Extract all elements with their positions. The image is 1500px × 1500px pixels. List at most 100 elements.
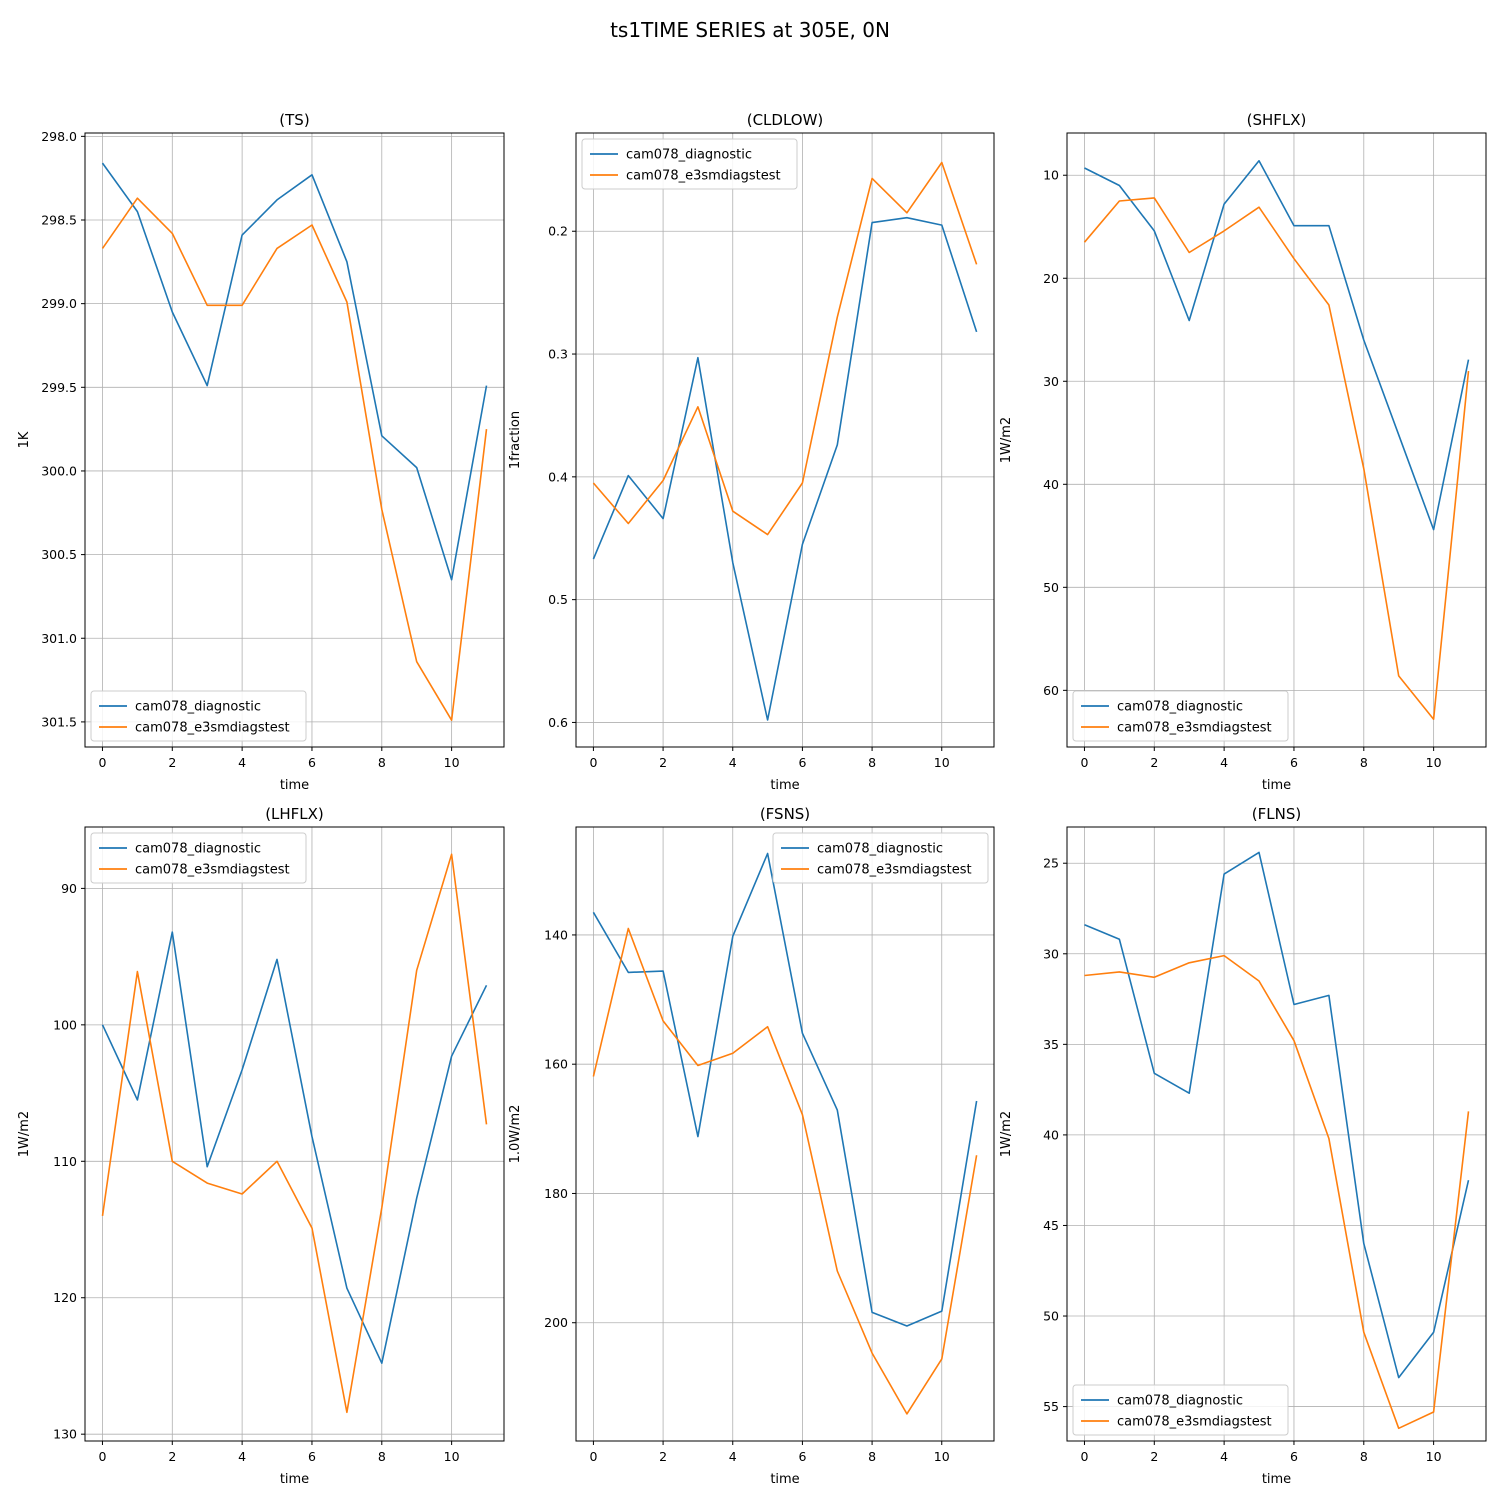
y-tick-label: 100 (53, 1017, 77, 1032)
subplot-2: 0 2 4 6 8 10 0.2 0.3 0.4 0.5 0.6 (CLDLOW) time 1fract… (508, 111, 995, 793)
y-tick-label: 301.5 (41, 714, 77, 729)
x-tick-label: 0 (1080, 755, 1088, 770)
x-tick-label: 0 (98, 1449, 106, 1464)
series-line-e3smdiagstest (592, 161, 978, 536)
series-line-e3smdiagstest (592, 927, 978, 1415)
y-tick-label: 30 (1043, 946, 1059, 961)
x-tick-label: 4 (729, 755, 737, 770)
x-tick-label: 8 (378, 755, 386, 770)
legend-box (1072, 1384, 1289, 1436)
subplot-title: (TS) (279, 111, 309, 129)
series-line-diagnostic (1084, 851, 1470, 1379)
axes-frame (1066, 132, 1487, 748)
subplot-3: 0 2 4 6 8 10 10 20 30 40 50 60 (SHFLX) time 1W/m2 cam07… (999, 111, 1487, 793)
subplot-4: 0 2 4 6 8 10 90 100 110 120 130 (LHFLX) time 1W/m2 cam… (17, 805, 505, 1487)
y-tick-label: 298.5 (41, 212, 77, 227)
legend-entry: cam078_e3smdiagstest (626, 169, 781, 184)
x-tick-label: 2 (1150, 755, 1158, 770)
axes-frame (1066, 826, 1487, 1442)
subplot-1: 0 2 4 6 8 10 298.0 298.5 299.0 299.5 300.0 300.5 301… (17, 111, 505, 793)
x-axis-label: time (1262, 1472, 1291, 1487)
y-tick-label: 35 (1043, 1037, 1059, 1052)
x-tick-label: 8 (868, 755, 876, 770)
legend: cam078_diagnostic cam078_e3smdiagstest (1072, 690, 1289, 742)
legend-entry: cam078_e3smdiagstest (135, 863, 290, 878)
series-line-diagnostic (101, 931, 488, 1364)
x-tick-label: 10 (1426, 755, 1442, 770)
y-tick-label: 30 (1043, 374, 1059, 389)
axes-frame (84, 826, 505, 1442)
y-tick-label: 130 (53, 1427, 77, 1442)
y-tick-label: 0.2 (548, 224, 568, 239)
x-tick-label: 6 (798, 1449, 806, 1464)
x-axis-label: time (1262, 778, 1291, 793)
x-tick-label: 2 (168, 1449, 176, 1464)
x-axis-label: time (280, 778, 309, 793)
y-tick-label: 55 (1043, 1399, 1059, 1414)
legend-entry: cam078_diagnostic (1117, 1394, 1243, 1409)
x-tick-label: 0 (1080, 1449, 1088, 1464)
y-tick-label: 299.5 (41, 380, 77, 395)
legend: cam078_diagnostic cam078_e3smdiagstest (90, 690, 307, 742)
series-line-e3smdiagstest (101, 853, 488, 1414)
axes-frame (84, 132, 505, 748)
series-line-diagnostic (592, 852, 978, 1327)
y-axis-label: 1W/m2 (999, 417, 1014, 463)
x-tick-label: 10 (1426, 1449, 1442, 1464)
x-tick-label: 4 (1220, 1449, 1228, 1464)
series-line-diagnostic (592, 216, 978, 721)
subplot-title: (SHFLX) (1247, 111, 1307, 129)
legend-box (90, 690, 307, 742)
y-tick-label: 40 (1043, 477, 1059, 492)
x-tick-label: 6 (308, 1449, 316, 1464)
y-tick-label: 90 (61, 881, 77, 896)
y-axis-label: 1K (17, 431, 32, 448)
y-tick-label: 300.0 (41, 463, 77, 478)
y-tick-label: 180 (544, 1186, 568, 1201)
legend-box (90, 832, 307, 884)
x-tick-label: 2 (659, 755, 667, 770)
y-tick-label: 299.0 (41, 296, 77, 311)
subplot-grid: 0 2 4 6 8 10298.0298.5299.0299.5300.0300.5301… (17, 111, 1487, 1487)
figure-title: ts1TIME SERIES at 305E, 0N (610, 18, 890, 42)
y-axis-label: 1W/m2 (999, 1111, 1014, 1157)
y-axis-label: 1.0W/m2 (508, 1105, 523, 1164)
y-tick-label: 0.5 (548, 592, 568, 607)
x-tick-label: 6 (1290, 1449, 1298, 1464)
series-line-diagnostic (1084, 160, 1470, 531)
x-tick-label: 4 (238, 1449, 246, 1464)
legend-box (772, 832, 989, 884)
legend-entry: cam078_e3smdiagstest (1117, 1415, 1272, 1430)
x-tick-label: 2 (1150, 1449, 1158, 1464)
y-tick-label: 0.3 (548, 347, 568, 362)
y-tick-label: 160 (544, 1057, 568, 1072)
x-tick-label: 6 (1290, 755, 1298, 770)
legend: cam078_diagnostic cam078_e3smdiagstest (772, 832, 989, 884)
subplot-title: (FLNS) (1252, 805, 1301, 823)
x-tick-label: 8 (1360, 755, 1368, 770)
subplot-6: 0 2 4 6 8 10 25 30 35 40 45 50 55 (FLNS) time 1W/m2 cam0… (999, 805, 1487, 1487)
x-tick-label: 8 (1360, 1449, 1368, 1464)
axes-frame (575, 826, 995, 1442)
y-tick-label: 300.5 (41, 547, 77, 562)
subplot-title: (FSNS) (760, 805, 810, 823)
legend-entry: cam078_e3smdiagstest (817, 863, 972, 878)
y-tick-label: 20 (1043, 271, 1059, 286)
y-tick-label: 298.0 (41, 129, 77, 144)
legend: cam078_diagnostic cam078_e3smdiagstest (1072, 1384, 1289, 1436)
x-tick-label: 4 (238, 755, 246, 770)
y-tick-label: 120 (53, 1290, 77, 1305)
y-tick-label: 40 (1043, 1127, 1059, 1142)
subplot-title: (CLDLOW) (747, 111, 824, 129)
x-tick-label: 8 (868, 1449, 876, 1464)
legend: cam078_diagnostic cam078_e3smdiagstest (90, 832, 307, 884)
legend-entry: cam078_diagnostic (1117, 700, 1243, 715)
y-tick-label: 140 (544, 927, 568, 942)
series-line-e3smdiagstest (1083, 197, 1470, 721)
x-tick-label: 8 (378, 1449, 386, 1464)
axes-frame (575, 132, 995, 748)
y-tick-label: 301.0 (41, 631, 77, 646)
y-tick-label: 50 (1043, 1309, 1059, 1324)
series-line-e3smdiagstest (101, 197, 488, 722)
